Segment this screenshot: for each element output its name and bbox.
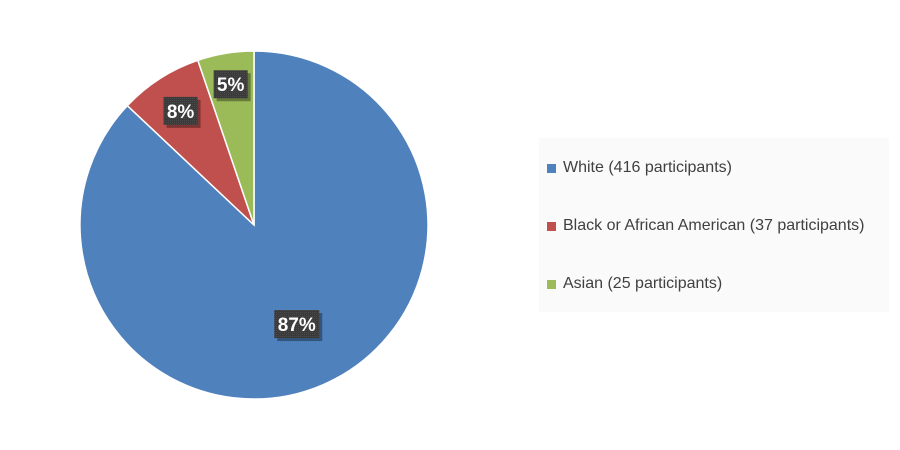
data-label-text-white: 87% [278, 315, 316, 336]
pie-chart: 87% 8% 5% [79, 50, 429, 400]
legend-label-black: Black or African American (37 participan… [563, 217, 865, 234]
legend-item-white: White (416 participants) [547, 158, 889, 178]
legend-swatch-white [547, 163, 556, 173]
legend-swatch-black [547, 221, 556, 231]
data-label-text-black: 8% [167, 102, 195, 123]
data-label-asian: 5% [213, 70, 251, 102]
pie-data-labels: 87% 8% 5% [163, 70, 323, 342]
legend-item-black: Black or African American (37 participan… [547, 216, 889, 236]
data-label-black: 8% [163, 96, 201, 128]
pie-slices [79, 50, 429, 400]
data-label-white: 87% [274, 310, 323, 342]
legend-swatch-asian [547, 279, 556, 289]
data-label-text-asian: 5% [217, 75, 245, 96]
legend-label-white: White (416 participants) [563, 159, 732, 176]
legend: White (416 participants) Black or Africa… [539, 138, 889, 312]
legend-label-asian: Asian (25 participants) [563, 275, 723, 292]
legend-item-asian: Asian (25 participants) [547, 274, 889, 294]
